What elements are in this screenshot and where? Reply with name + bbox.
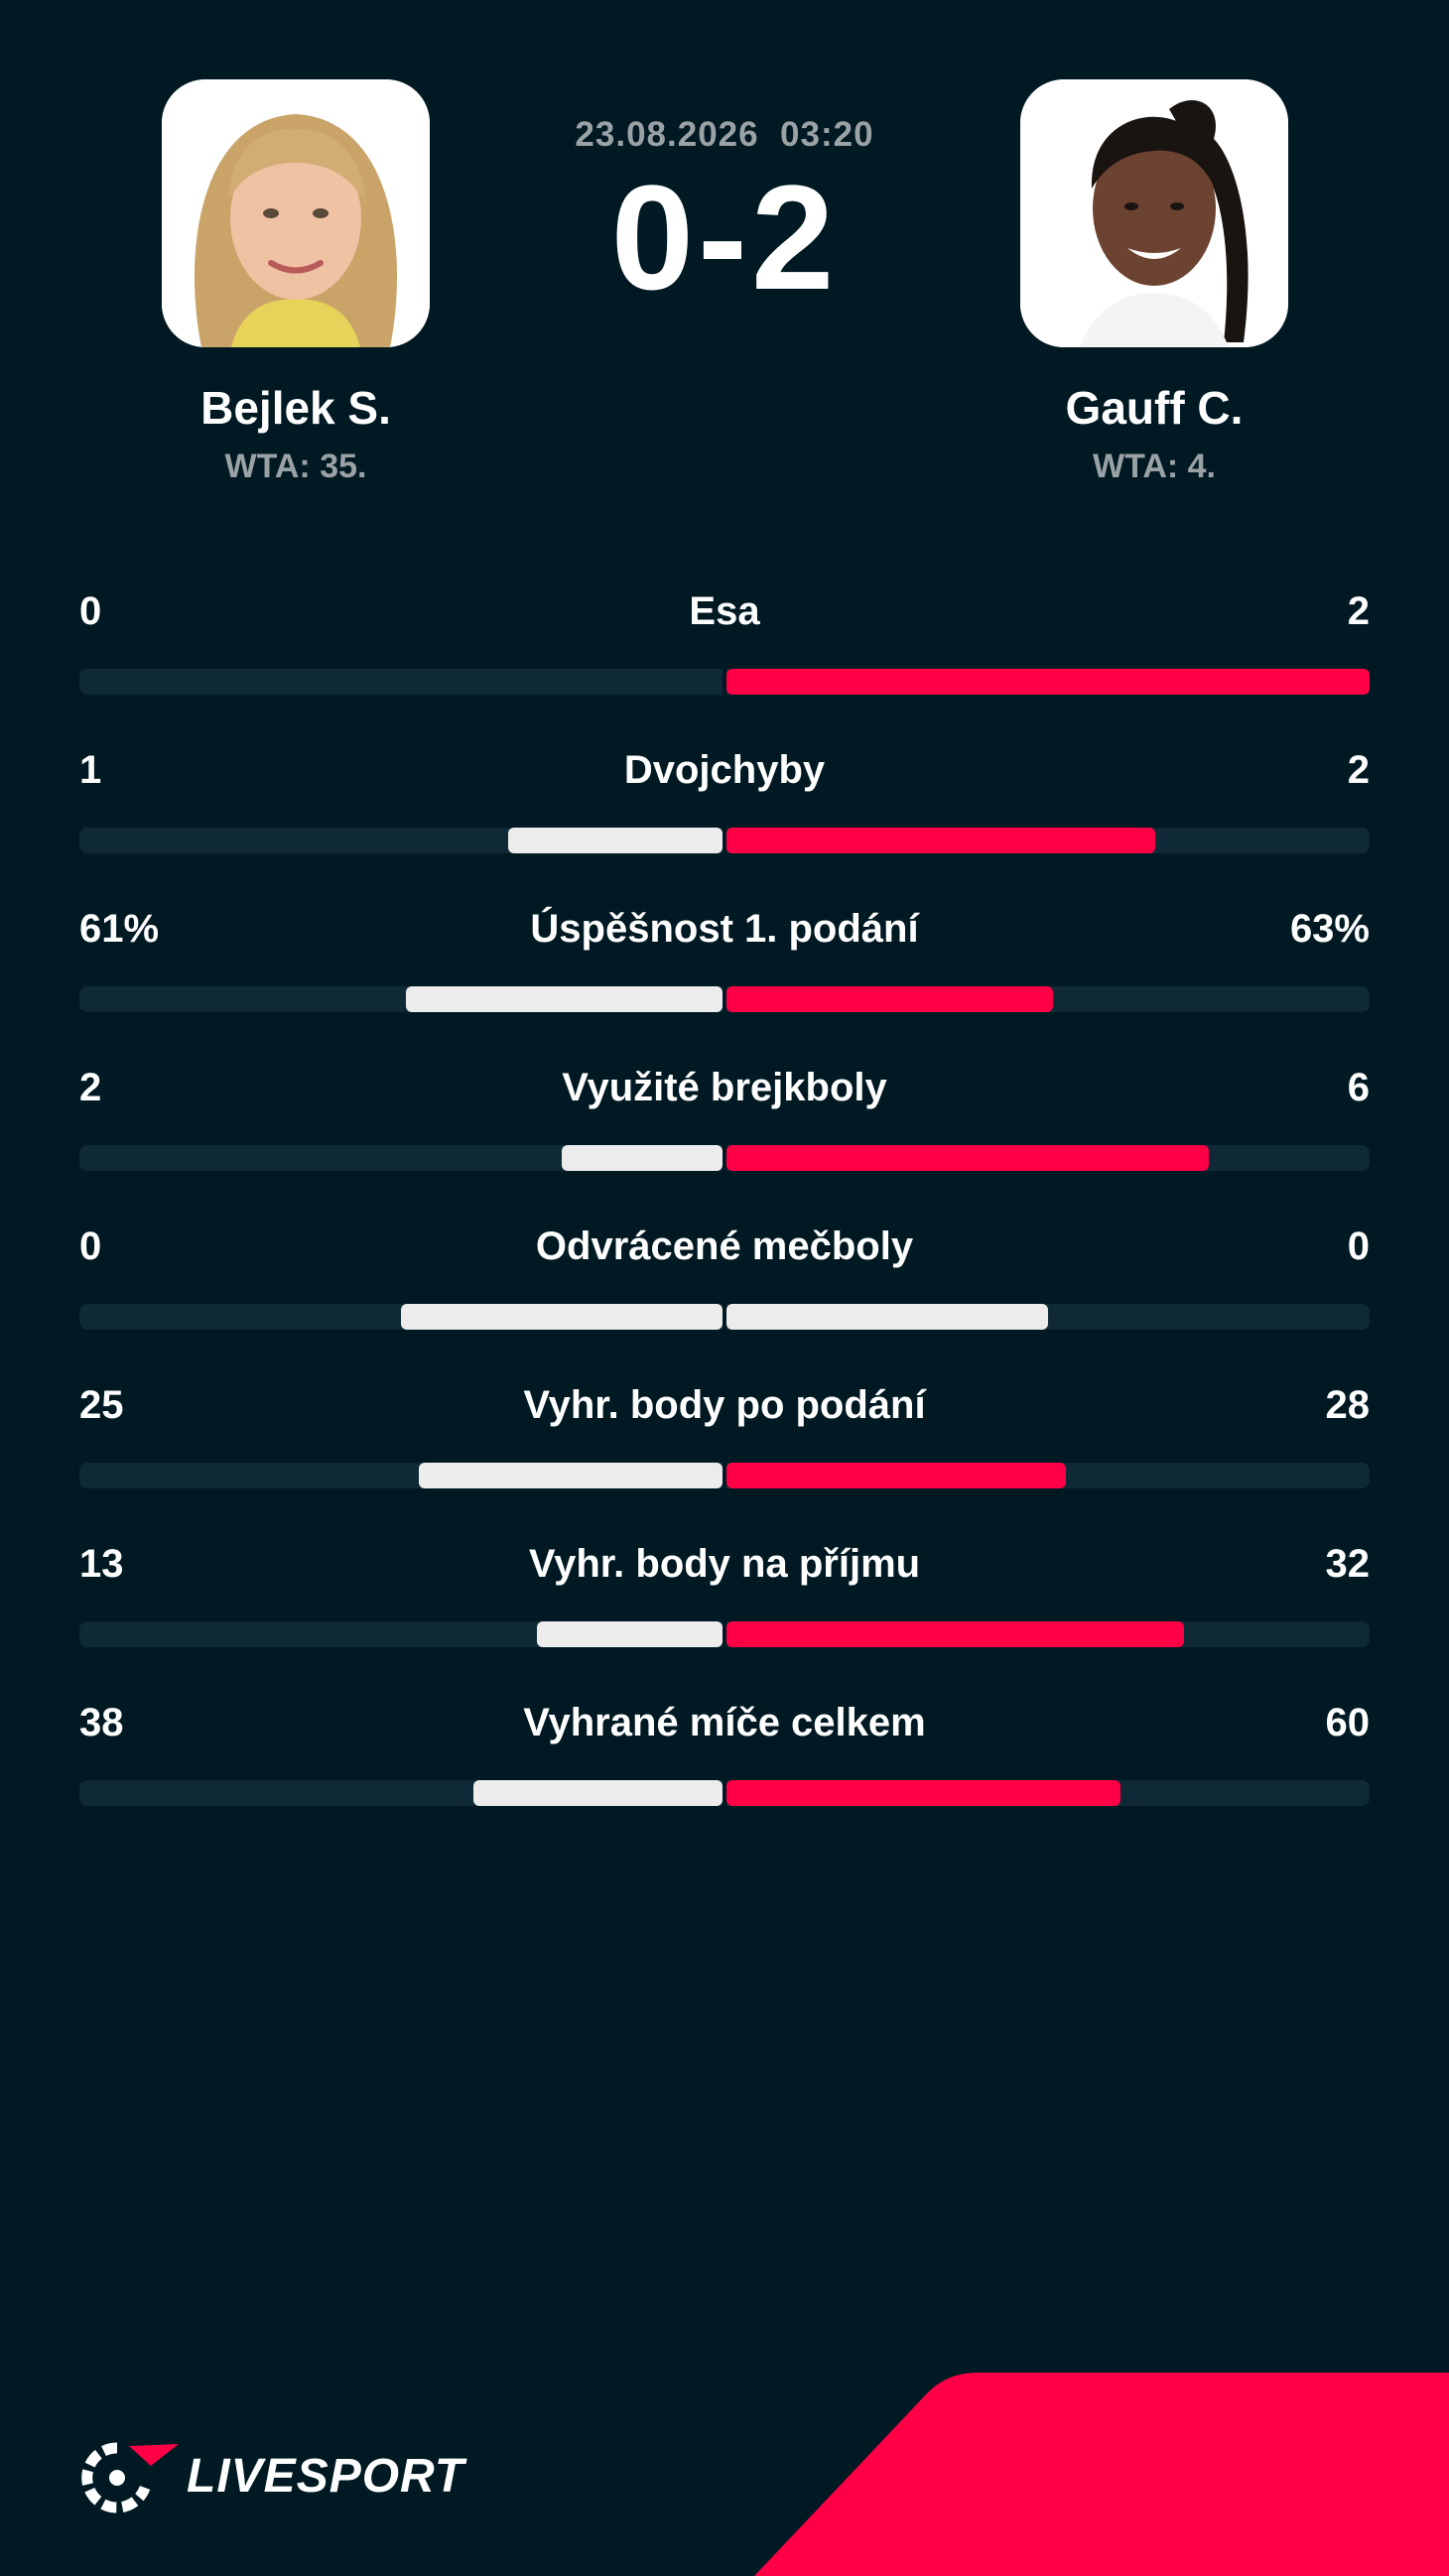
stat-bar [79,669,1370,695]
match-time: 03:20 [780,115,874,154]
brand-accent-shape [754,2373,1449,2576]
home-player-rank: WTA: 35. [224,448,367,485]
home-player-name[interactable]: Bejlek S. [200,382,391,434]
stat-row: 13 Vyhr. body na příjmu 32 [79,1534,1370,1693]
stat-row: 2 Využité brejkboly 6 [79,1058,1370,1217]
stat-label: Odvrácené mečboly [535,1224,914,1268]
away-player: Gauff C. WTA: 4. [1020,79,1288,486]
livesport-logo-icon [81,2442,179,2513]
stat-bar-home-fill [508,828,723,853]
stat-home-value: 0 [79,1224,102,1268]
stat-bar-home-fill [473,1780,723,1806]
stat-row: 61% Úspěšnost 1. podání 63% [79,899,1370,1058]
stat-away-value: 2 [1347,589,1370,633]
livesport-logo-text: LIVESPORT [187,2449,465,2503]
stat-bar-away-track [726,986,1370,1012]
stat-bar-away-track [726,669,1370,695]
livesport-logo[interactable]: LIVESPORT [79,2436,464,2515]
stat-bar-home-fill [401,1304,723,1330]
stat-bar-home-track [79,986,723,1012]
stat-bar-home-track [79,1621,723,1647]
stat-bar-home-track [79,1463,723,1488]
stat-bar-home-track [79,669,723,695]
stat-bar-home-track [79,828,723,853]
stat-bar [79,1780,1370,1806]
stat-bar-home-fill [419,1463,723,1488]
stat-bar-home-fill [406,986,723,1012]
stat-bar-home-track [79,1145,723,1171]
stat-bar-away-fill [726,1145,1209,1171]
stat-bar-away-fill [726,986,1053,1012]
stat-bar-home-fill [562,1145,723,1171]
stat-bar-away-track [726,1145,1370,1171]
home-player-photo [162,79,430,347]
stat-bar [79,828,1370,853]
stats-list: 0 Esa 2 1 Dvojchyby 2 61% Úspěšnost 1. p… [79,581,1370,1852]
stat-home-value: 0 [79,589,102,633]
stat-away-value: 6 [1347,1066,1370,1109]
stat-label: Vyhr. body po podání [523,1383,926,1427]
stat-bar-away-fill [726,1621,1184,1647]
stat-bar-away-fill [726,1463,1066,1488]
stat-bar-away-track [726,1780,1370,1806]
stat-row: 1 Dvojchyby 2 [79,740,1370,899]
match-date: 23.08.2026 [575,115,759,154]
stat-bar-away-fill [726,1780,1120,1806]
stat-home-value: 61% [79,907,160,951]
stat-label: Využité brejkboly [562,1066,887,1109]
match-info: 23.08.2026 03:20 0-2 [427,111,1022,312]
stat-home-value: 1 [79,748,102,792]
stat-home-value: 25 [79,1383,124,1427]
stat-bar-away-track [726,1304,1370,1330]
stat-bar [79,986,1370,1012]
stat-away-value: 60 [1325,1701,1371,1744]
stat-bar-away-fill [726,828,1155,853]
stat-away-value: 63% [1289,907,1370,951]
stat-home-value: 2 [79,1066,102,1109]
stat-label: Vyhr. body na příjmu [528,1542,921,1586]
stat-bar-away-fill [726,669,1370,695]
away-player-rank: WTA: 4. [1092,448,1216,485]
stat-bar-away-track [726,828,1370,853]
stat-row: 38 Vyhrané míče celkem 60 [79,1693,1370,1852]
stat-label: Úspěšnost 1. podání [530,907,919,951]
stat-bar-home-fill [537,1621,723,1647]
away-player-name[interactable]: Gauff C. [1065,382,1244,434]
stat-row: 0 Esa 2 [79,581,1370,740]
away-player-avatar[interactable] [1020,79,1288,347]
match-score: 0-2 [610,154,839,321]
stat-bar-home-track [79,1780,723,1806]
home-player: Bejlek S. WTA: 35. [162,79,430,486]
stat-away-value: 32 [1325,1542,1371,1586]
stat-bar [79,1145,1370,1171]
stat-away-value: 0 [1347,1224,1370,1268]
stat-bar [79,1621,1370,1647]
stat-home-value: 13 [79,1542,124,1586]
home-player-avatar[interactable] [162,79,430,347]
stat-row: 0 Odvrácené mečboly 0 [79,1217,1370,1375]
stat-bar-home-track [79,1304,723,1330]
stat-away-value: 28 [1325,1383,1371,1427]
stat-row: 25 Vyhr. body po podání 28 [79,1375,1370,1534]
stat-bar [79,1304,1370,1330]
stat-label: Esa [689,589,760,633]
stat-label: Vyhrané míče celkem [523,1701,926,1744]
stat-bar-away-track [726,1621,1370,1647]
stat-label: Dvojchyby [623,748,826,792]
stat-home-value: 38 [79,1701,124,1744]
stat-bar-away-fill [726,1304,1048,1330]
match-datetime: 23.08.2026 03:20 [427,111,1022,159]
away-player-photo [1020,79,1288,347]
stat-bar-away-track [726,1463,1370,1488]
stat-bar [79,1463,1370,1488]
stat-away-value: 2 [1347,748,1370,792]
